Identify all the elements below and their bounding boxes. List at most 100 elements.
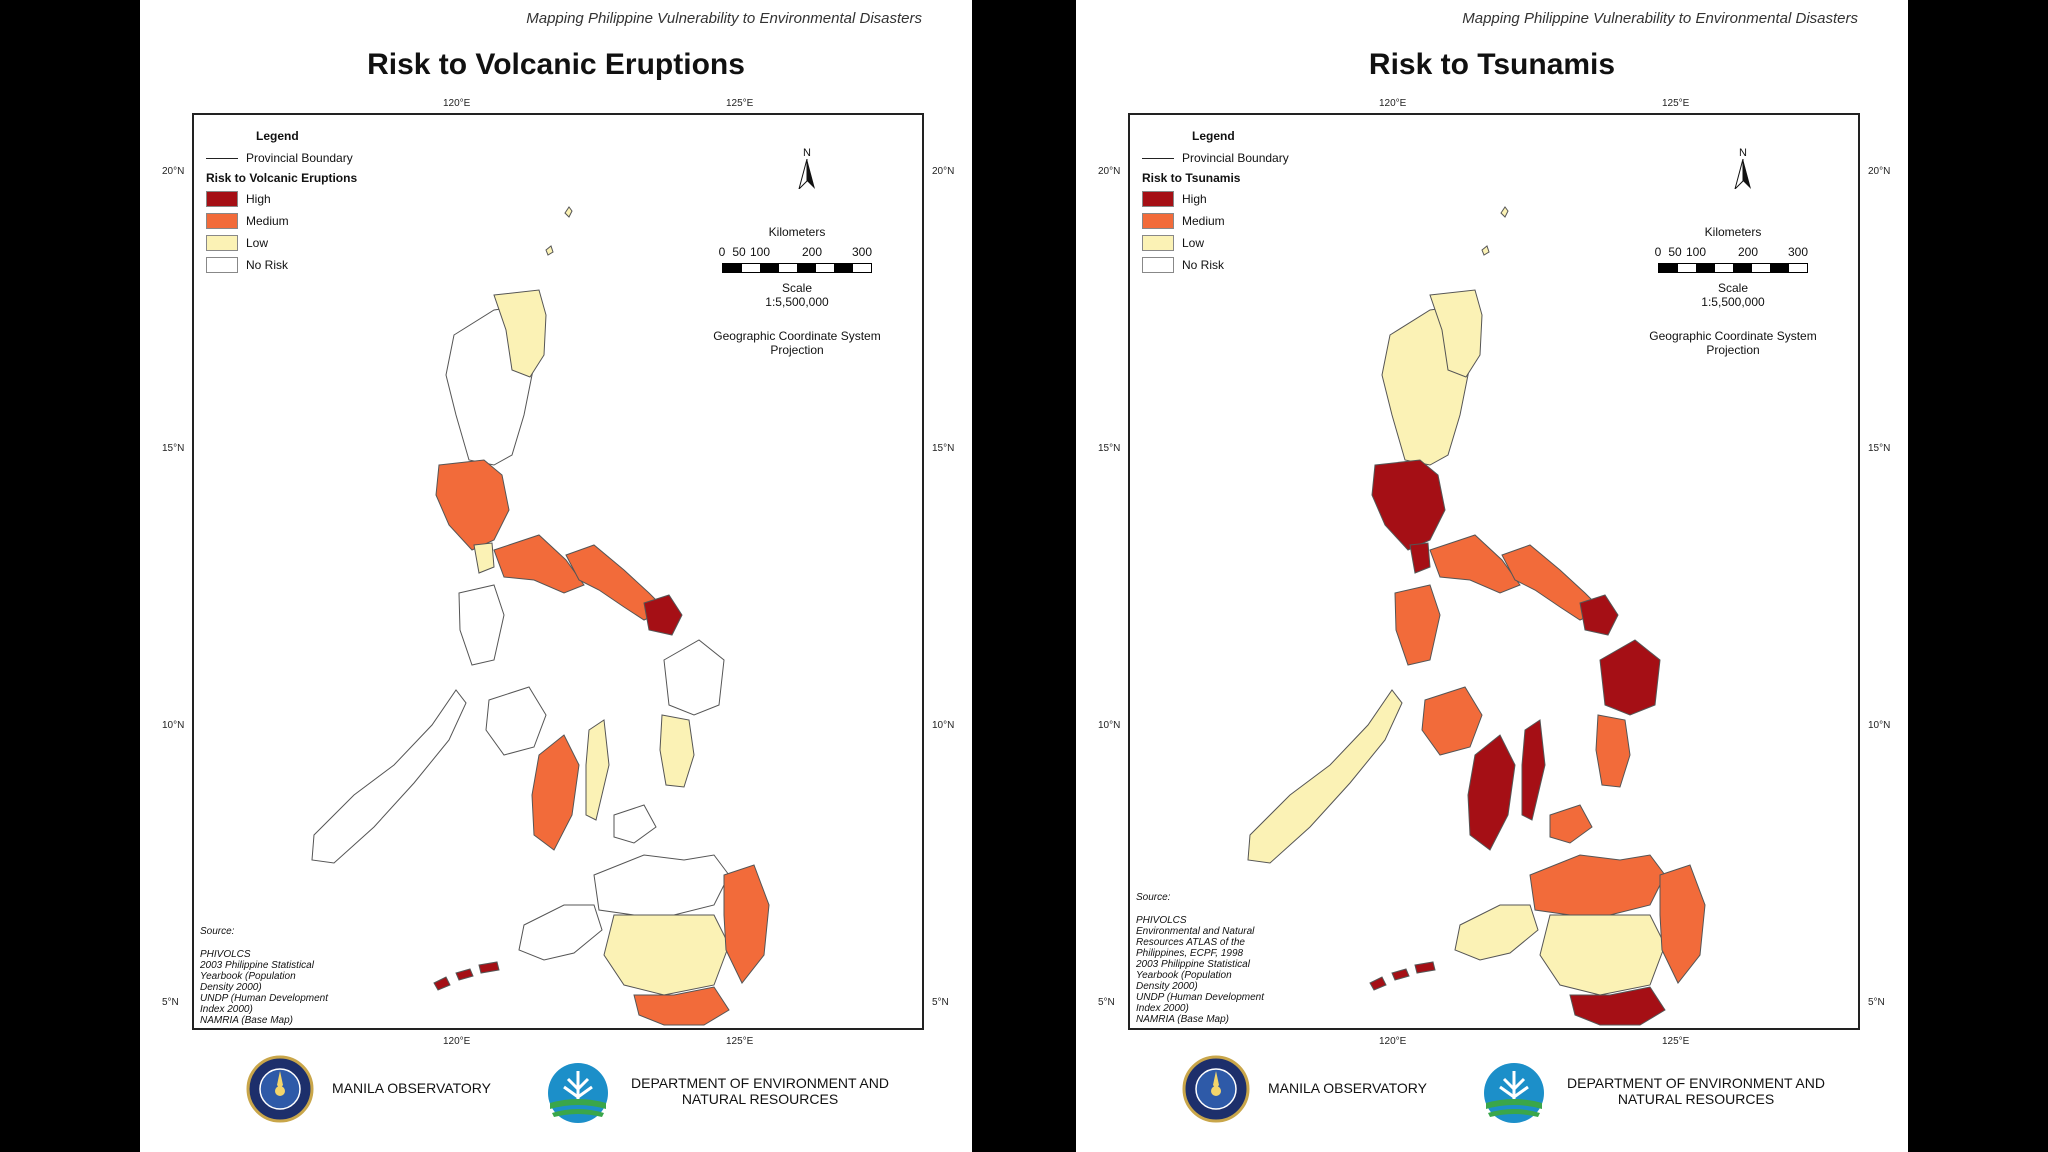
province-davao-east: [723, 864, 770, 984]
scale-bar-graphic: [1658, 263, 1808, 273]
header-note: Mapping Philippine Vulnerability to Envi…: [1462, 10, 1858, 27]
province-central-luzon: [1371, 459, 1446, 551]
source-line: UNDP (Human Development: [1136, 992, 1265, 1003]
province-central-luzon: [435, 459, 510, 551]
swatch-low: [1142, 235, 1174, 251]
province-panay: [1421, 686, 1483, 756]
province-bohol: [1549, 804, 1593, 844]
lat-tick-left-20: 20°N: [1098, 166, 1121, 177]
legend-risk-title: Risk to Tsunamis: [1142, 171, 1241, 185]
map-title: Risk to Volcanic Eruptions: [367, 48, 745, 81]
province-mindoro: [1394, 584, 1441, 666]
lat-tick-left-5: 5°N: [162, 997, 179, 1008]
lat-tick-right-15: 15°N: [932, 443, 955, 454]
legend-label-medium: Medium: [246, 214, 289, 228]
manila-observatory-logo-icon: [1182, 1055, 1250, 1123]
lat-tick-right-5: 5°N: [1868, 997, 1885, 1008]
source-block: Source: PHIVOLCS Environmental and Natur…: [1136, 892, 1264, 1025]
lat-tick-right-15: 15°N: [1868, 443, 1891, 454]
legend: Legend Provincial Boundary Risk to Tsuna…: [1142, 129, 1342, 279]
header-note: Mapping Philippine Vulnerability to Envi…: [526, 10, 922, 27]
province-cebu: [1521, 719, 1546, 821]
scale-bar: Kilometers 0 50 100 200 300 Scale 1:5,50…: [1648, 225, 1818, 309]
scale-tick: 300: [851, 245, 873, 259]
legend-item-medium: Medium: [206, 213, 406, 229]
lon-tick-bottom-120: 120°E: [443, 1036, 471, 1047]
province-southern-luzon: [493, 534, 585, 594]
source-line: Index 2000): [200, 1004, 253, 1015]
swatch-high: [206, 191, 238, 207]
scale-tick: 100: [1685, 245, 1707, 259]
lat-tick-left-5: 5°N: [1098, 997, 1115, 1008]
lon-tick-top-120: 120°E: [1379, 98, 1407, 109]
scale-ratio: 1:5,500,000: [1701, 295, 1765, 309]
denr-logo-icon: [1484, 1063, 1544, 1123]
province-cagayan: [493, 289, 547, 378]
lat-tick-right-5: 5°N: [932, 997, 949, 1008]
swatch-medium: [1142, 213, 1174, 229]
lon-tick-bottom-120: 120°E: [1379, 1036, 1407, 1047]
north-label: N: [803, 147, 811, 159]
manila-observatory-label: MANILA OBSERVATORY: [1268, 1080, 1427, 1096]
lon-tick-bottom-125: 125°E: [1662, 1036, 1690, 1047]
province-negros: [531, 734, 580, 851]
province-mindanao-south: [1569, 986, 1666, 1026]
philippines-map: [311, 206, 770, 1026]
map-page-tsunami: Mapping Philippine Vulnerability to Envi…: [1076, 0, 1908, 1152]
legend-item-high: High: [1142, 191, 1342, 207]
province-panay: [485, 686, 547, 756]
scale-tick: 50: [1668, 245, 1682, 259]
province-zamboanga: [518, 904, 603, 961]
north-arrow: N: [792, 147, 822, 192]
projection-note: Geographic Coordinate System Projection: [713, 329, 881, 357]
legend-boundary-label: Provincial Boundary: [246, 151, 353, 165]
lat-tick-left-15: 15°N: [1098, 443, 1121, 454]
lat-tick-left-10: 10°N: [162, 720, 185, 731]
province-bohol: [613, 804, 657, 844]
swatch-no-risk: [206, 257, 238, 273]
source-line: PHIVOLCS: [200, 949, 251, 960]
lat-tick-right-10: 10°N: [1868, 720, 1891, 731]
projection-note: Geographic Coordinate System Projection: [1649, 329, 1817, 357]
province-mindanao-north: [1529, 854, 1666, 916]
scale-tick: 0: [718, 245, 726, 259]
boundary-line-icon: [1142, 157, 1174, 159]
swatch-no-risk: [1142, 257, 1174, 273]
source-line: 2003 Philippine Statistical: [200, 960, 314, 971]
province-palawan: [311, 689, 467, 864]
manila-observatory-label: MANILA OBSERVATORY: [332, 1080, 491, 1096]
source-label: Source:: [200, 926, 235, 937]
denr-label: DEPARTMENT OF ENVIRONMENT AND NATURAL RE…: [631, 1075, 889, 1107]
province-cebu: [585, 719, 610, 821]
scale-label: Scale: [1717, 281, 1749, 295]
province-bataan: [1409, 542, 1431, 574]
scale-tick: 0: [1654, 245, 1662, 259]
legend-label-medium: Medium: [1182, 214, 1225, 228]
province-mindoro: [458, 584, 505, 666]
map-frame: Legend Provincial Boundary Risk to Tsuna…: [1128, 113, 1860, 1030]
swatch-medium: [206, 213, 238, 229]
province-zamboanga: [1454, 904, 1539, 961]
swatch-high: [1142, 191, 1174, 207]
scale-unit: Kilometers: [768, 225, 826, 239]
legend-boundary-label: Provincial Boundary: [1182, 151, 1289, 165]
source-line: Environmental and Natural: [1136, 926, 1255, 937]
lon-tick-bottom-125: 125°E: [726, 1036, 754, 1047]
legend-title: Legend: [1192, 129, 1235, 143]
legend-boundary: Provincial Boundary: [1142, 151, 1342, 165]
province-albay-sorsogon: [643, 594, 683, 636]
scale-ratio: 1:5,500,000: [765, 295, 829, 309]
source-label: Source:: [1136, 892, 1171, 903]
province-batanes: [1481, 206, 1509, 256]
province-bataan: [473, 542, 495, 574]
legend-risk-title: Risk to Volcanic Eruptions: [206, 171, 358, 185]
source-line: Density 2000): [1136, 981, 1198, 992]
lat-tick-left-10: 10°N: [1098, 720, 1121, 731]
legend-item-medium: Medium: [1142, 213, 1342, 229]
footer: MANILA OBSERVATORY DEPARTMENT OF ENVIRON…: [140, 1055, 972, 1125]
legend-label-no-risk: No Risk: [246, 258, 289, 272]
legend-item-no-risk: No Risk: [206, 257, 406, 273]
scale-tick: 300: [1787, 245, 1809, 259]
north-arrow: N: [1728, 147, 1758, 192]
province-leyte: [1595, 714, 1631, 788]
